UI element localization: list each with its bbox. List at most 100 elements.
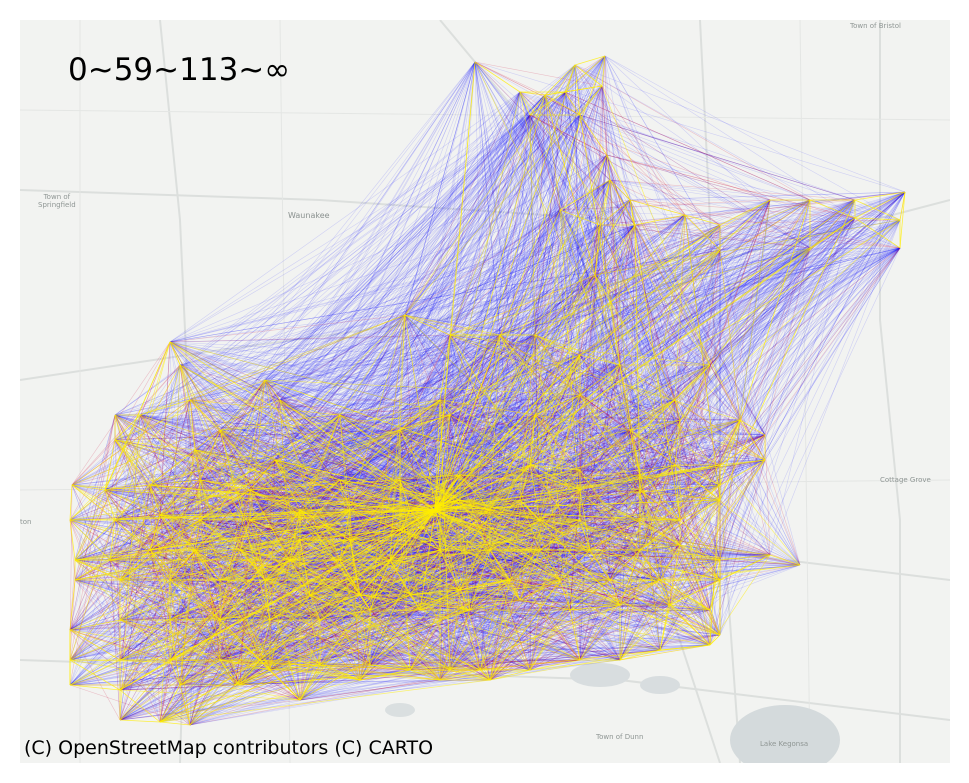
flow-line xyxy=(189,619,321,726)
flow-line xyxy=(519,91,771,201)
map-frame[interactable]: Town of Bristol Town of Springfield Waun… xyxy=(20,20,950,763)
flow-line xyxy=(159,249,721,516)
flow-line xyxy=(114,334,536,441)
flow-line xyxy=(239,399,441,686)
flow-line xyxy=(474,61,501,336)
flow-line xyxy=(579,394,591,551)
flow-line xyxy=(149,484,391,561)
flow-line xyxy=(239,55,606,551)
flow-line xyxy=(579,354,771,556)
flow-line xyxy=(179,664,321,686)
flow-line xyxy=(499,94,546,336)
flow-line xyxy=(439,199,631,551)
flow-line xyxy=(149,214,686,486)
flow-line xyxy=(469,55,606,611)
flow-line xyxy=(601,85,636,226)
flow-line xyxy=(179,364,461,591)
flow-line xyxy=(219,55,606,621)
map-canvas[interactable] xyxy=(20,20,950,763)
flow-line xyxy=(119,519,581,721)
flow-line xyxy=(69,364,181,631)
flow-line xyxy=(449,114,581,336)
flow-line xyxy=(399,414,536,481)
flow-line xyxy=(594,247,811,276)
flow-line xyxy=(139,414,721,486)
flow-line xyxy=(109,114,531,561)
flow-line xyxy=(579,199,771,396)
flow-line xyxy=(684,214,766,461)
flow-line xyxy=(219,429,531,671)
flow-line xyxy=(299,114,531,541)
flow-line xyxy=(719,219,901,466)
flow-line xyxy=(369,564,801,666)
flow-line xyxy=(579,434,766,661)
flow-line xyxy=(459,224,636,501)
flow-line xyxy=(439,504,591,551)
flow-line xyxy=(139,414,741,421)
flow-line xyxy=(579,114,856,201)
flow-line xyxy=(194,364,711,451)
flow-line xyxy=(449,199,811,671)
flow-line xyxy=(69,659,236,686)
flow-line xyxy=(659,399,676,651)
flow-line xyxy=(519,191,906,501)
flow-line xyxy=(114,91,521,441)
flow-line xyxy=(619,429,631,661)
flow-line xyxy=(249,114,581,521)
flow-line xyxy=(359,609,711,681)
flow-line xyxy=(289,214,686,561)
flow-line xyxy=(114,199,771,441)
flow-line xyxy=(404,314,536,336)
flow-line xyxy=(369,489,641,666)
flow-line xyxy=(69,414,451,631)
flow-line xyxy=(634,224,681,421)
flow-line xyxy=(319,474,641,666)
flow-line xyxy=(239,247,811,551)
flow-line xyxy=(119,334,501,581)
flow-line xyxy=(389,399,441,561)
flow-line xyxy=(544,94,766,436)
flow-line xyxy=(199,179,611,481)
flow-line xyxy=(274,459,461,501)
flow-line xyxy=(449,91,566,336)
flow-line xyxy=(719,247,901,501)
flow-line xyxy=(604,55,801,566)
flow-line xyxy=(601,85,681,521)
flow-line xyxy=(169,199,771,621)
flow-line xyxy=(274,459,721,486)
flow-line xyxy=(279,399,771,556)
flow-line xyxy=(149,224,636,486)
flow-line xyxy=(71,459,276,486)
flow-line xyxy=(119,214,686,661)
flow-line xyxy=(719,419,741,636)
flow-line xyxy=(489,634,721,681)
flow-line xyxy=(194,61,476,551)
flow-line xyxy=(69,91,521,661)
flow-line xyxy=(119,579,661,691)
flow-line xyxy=(634,191,906,226)
flow-line xyxy=(139,414,401,481)
flow-line xyxy=(349,539,801,566)
flow-line xyxy=(199,191,906,521)
flow-line xyxy=(349,274,596,541)
flow-line xyxy=(639,247,811,551)
flow-line xyxy=(114,91,566,416)
flow-line xyxy=(279,314,406,401)
flow-line xyxy=(139,414,721,466)
flow-line xyxy=(264,224,636,381)
flow-line xyxy=(249,199,856,491)
flow-line xyxy=(264,379,361,681)
flow-line xyxy=(74,559,236,686)
flow-line xyxy=(74,414,116,561)
road-highway-2 xyxy=(20,199,950,381)
flow-line xyxy=(639,364,711,491)
flow-line xyxy=(359,224,601,681)
flow-line xyxy=(489,247,811,681)
flow-line xyxy=(264,199,631,381)
flow-line xyxy=(319,191,906,621)
flow-line xyxy=(119,604,671,691)
flow-line xyxy=(409,594,721,636)
flow-line xyxy=(264,379,291,561)
flow-line xyxy=(601,85,681,546)
flow-line xyxy=(369,85,603,666)
